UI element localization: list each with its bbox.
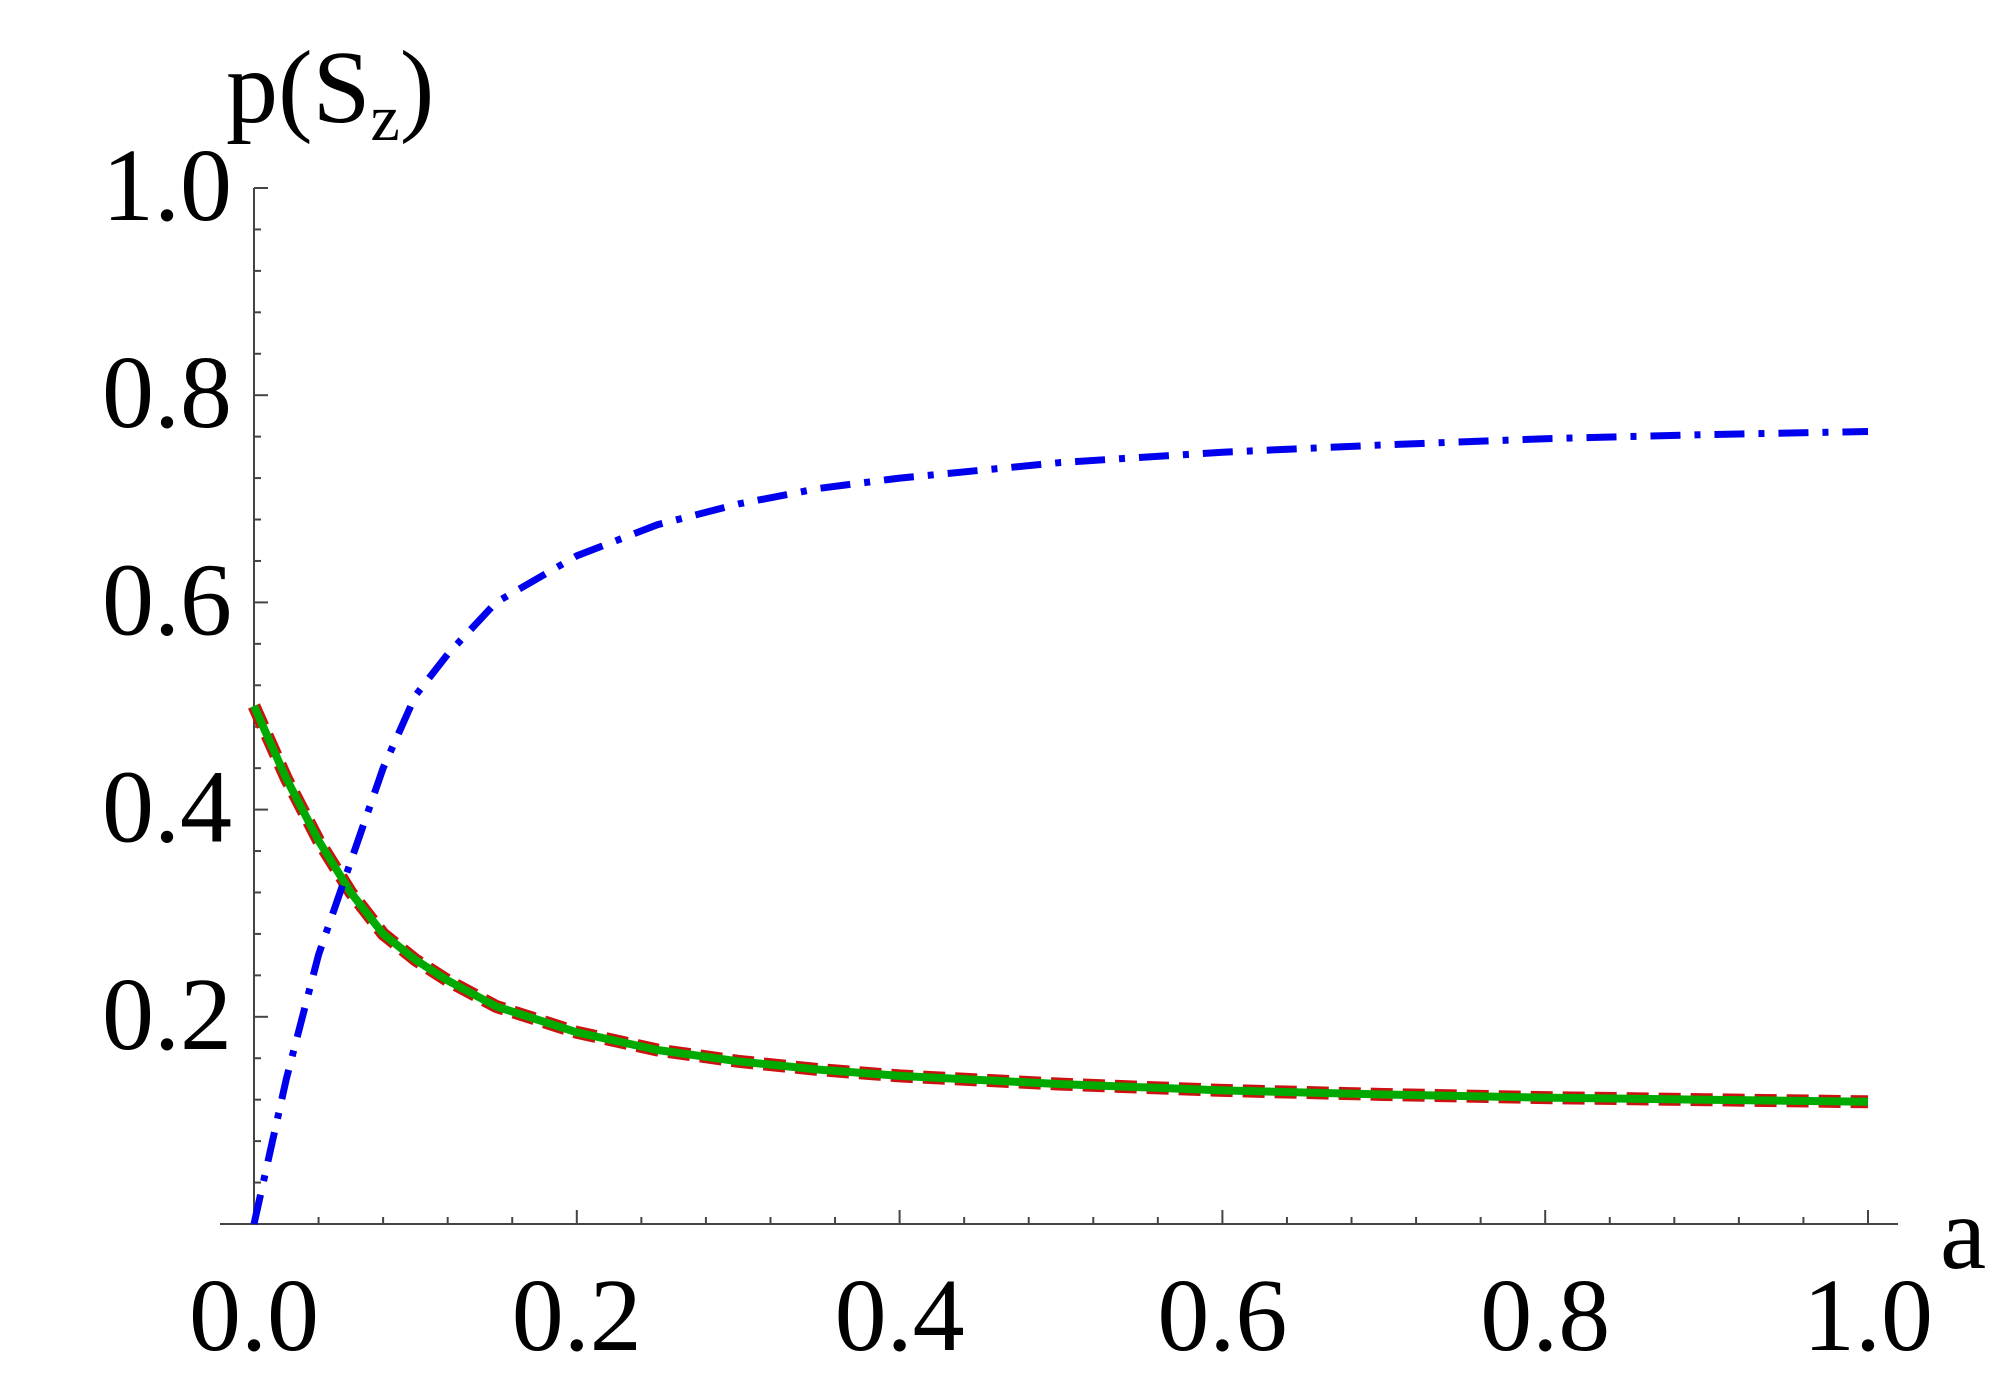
y-axis-label: p(Sz) (226, 30, 434, 155)
series-line-solid (250, 704, 1869, 1106)
y-tick-label: 0.6 (102, 542, 232, 657)
x-tick-label: 1.0 (1803, 1258, 1933, 1373)
series-line-dashed (248, 703, 1869, 1109)
x-tick-label: 0.0 (189, 1258, 319, 1373)
x-axis-label: a (1940, 1176, 1986, 1291)
y-tick-label: 0.4 (102, 750, 232, 865)
x-tick-label: 0.2 (512, 1258, 642, 1373)
x-tick-label: 0.4 (835, 1258, 965, 1373)
y-axis-label-main: p(S (226, 30, 370, 145)
x-ticks: 0.0 0.2 0.4 0.6 0.8 1.0 (189, 1210, 1933, 1373)
y-tick-label: 0.2 (102, 957, 232, 1072)
x-tick-label: 0.8 (1480, 1258, 1610, 1373)
plot-area: 0.2 0.4 0.6 0.8 1.0 0.0 0.2 0.4 0.6 0.8 1.0 (102, 128, 1933, 1373)
series-group (248, 428, 1869, 1225)
y-tick-label: 1.0 (102, 128, 232, 243)
series-line-dash-dot (250, 428, 1869, 1225)
y-axis-label-close: ) (400, 30, 435, 145)
y-axis-label-sub: z (370, 82, 399, 155)
y-ticks: 0.2 0.4 0.6 0.8 1.0 (102, 128, 268, 1184)
x-tick-label: 0.6 (1157, 1258, 1287, 1373)
y-tick-label: 0.8 (102, 335, 232, 450)
